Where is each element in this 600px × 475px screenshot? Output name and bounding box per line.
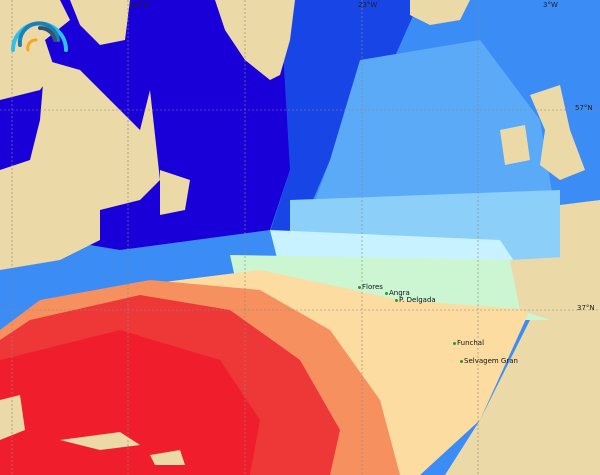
location-dot-icon bbox=[460, 359, 463, 363]
place-p-delgada[interactable]: P. Delgada bbox=[395, 296, 436, 304]
florida bbox=[0, 395, 25, 440]
rainbow-arc-logo bbox=[11, 21, 68, 52]
lat-label: 37°N bbox=[577, 304, 595, 312]
location-dot-icon bbox=[358, 285, 361, 289]
lat-label: 57°N bbox=[575, 104, 593, 112]
ocean-deep-red bbox=[0, 330, 260, 475]
lon-label: 63°W bbox=[130, 1, 150, 9]
iberia bbox=[510, 255, 600, 330]
lon-label: 23°W bbox=[358, 1, 378, 9]
place-flores[interactable]: Flores bbox=[358, 283, 383, 291]
location-dot-icon bbox=[385, 291, 388, 295]
location-dot-icon bbox=[453, 341, 456, 345]
lon-label: 3°W bbox=[543, 1, 558, 9]
place-angra[interactable]: Angra bbox=[385, 289, 410, 297]
ocean-mid bbox=[300, 40, 560, 240]
place-funchal[interactable]: Funchal bbox=[453, 339, 484, 347]
great-britain bbox=[530, 85, 585, 180]
newfoundland bbox=[160, 170, 190, 215]
place-selvagem-gran[interactable]: Selvagem Gran bbox=[460, 357, 518, 365]
location-dot-icon bbox=[395, 298, 398, 302]
cuba bbox=[60, 432, 140, 450]
ireland bbox=[500, 125, 530, 165]
iceland bbox=[410, 0, 470, 25]
north-africa bbox=[445, 320, 600, 475]
greenland bbox=[215, 0, 295, 80]
labrador bbox=[0, 60, 160, 270]
hispaniola bbox=[150, 450, 185, 465]
